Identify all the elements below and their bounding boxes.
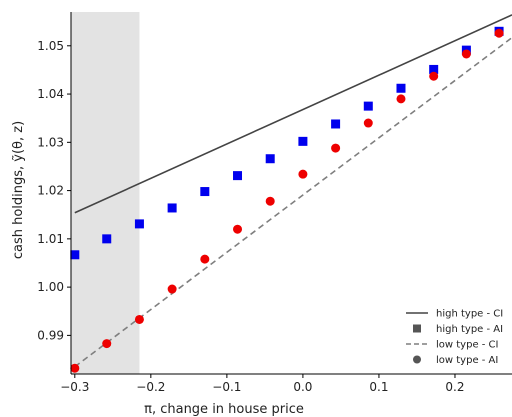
data-point-circle [200,254,210,264]
x-tick-label: 0.0 [293,380,312,394]
y-tick-label: 1.01 [37,232,64,246]
data-point-square [298,136,308,146]
series-markers [70,26,504,373]
data-point-circle [331,143,341,153]
axes [70,12,512,375]
data-point-circle [265,196,275,206]
data-point-circle [102,339,112,349]
data-point-circle [167,284,177,294]
legend-swatch-circle [413,355,421,364]
y-tick-label: 1.02 [37,184,64,198]
data-point-square [429,64,439,74]
data-point-square [331,119,341,129]
y-axis-label: cash holdings, ỹ(θ, z) [11,121,26,259]
x-tick-label: −0.2 [136,380,165,394]
data-point-circle [70,363,80,373]
y-ticks: 0.99 1.00 1.01 1.02 1.03 1.04 1.05 [37,39,71,342]
data-point-square [265,154,275,164]
legend-label: high type - CI [436,309,503,320]
y-tick-label: 1.05 [37,39,64,53]
y-tick-label: 1.00 [37,280,64,294]
x-axis-label: π, change in house price [144,402,304,417]
y-tick-label: 0.99 [37,328,64,342]
data-point-circle [298,169,308,179]
data-point-circle [461,49,471,59]
data-point-circle [233,224,243,234]
legend: high type - CI high type - AI low type - C… [406,309,503,366]
legend-swatch-square [413,324,421,333]
x-tick-label: 0.1 [369,380,388,394]
shaded-region [71,12,140,374]
legend-label: high type - AI [436,324,503,335]
data-point-circle [396,94,406,104]
series-line-lowtype-CI [74,36,512,368]
data-point-square [134,219,144,229]
y-tick-label: 1.03 [37,135,64,149]
y-tick-label: 1.04 [37,87,64,101]
data-point-circle [363,118,373,128]
data-point-square [396,83,406,93]
data-point-square [200,187,210,197]
data-point-circle [134,314,144,324]
data-point-circle [494,28,504,38]
series-line-hightype-CI [74,14,512,214]
data-point-square [167,203,177,213]
data-point-square [233,171,243,181]
series-lines [74,14,512,368]
data-point-square [70,250,80,260]
x-tick-label: 0.2 [445,380,464,394]
x-ticks: −0.3 −0.2 −0.1 0.0 0.1 0.2 [60,374,465,394]
x-tick-label: −0.3 [60,380,89,394]
data-point-circle [429,71,439,81]
data-point-square [363,101,373,111]
data-point-square [102,234,112,244]
legend-label: low type - CI [436,340,499,351]
x-tick-label: −0.1 [212,380,241,394]
legend-label: low type - AI [436,355,498,366]
